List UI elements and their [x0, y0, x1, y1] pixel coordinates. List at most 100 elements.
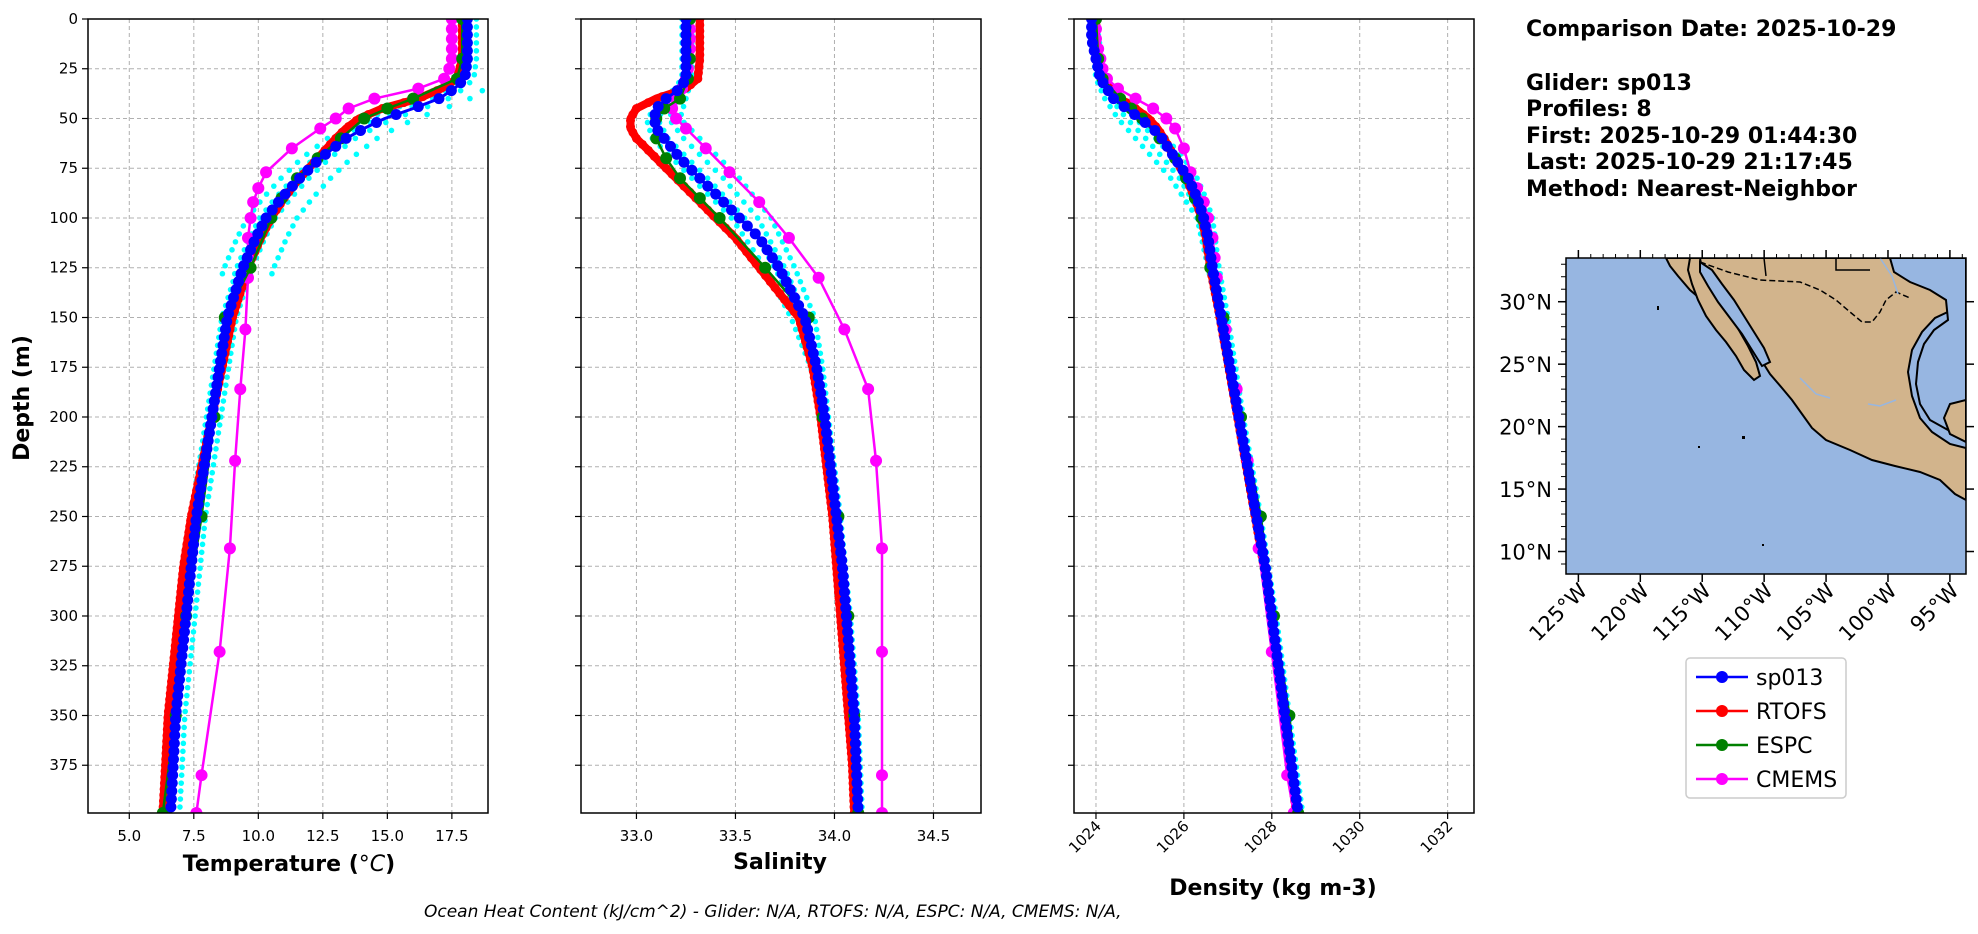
- point-sp013: [832, 522, 844, 534]
- x-tick-label: 33.5: [719, 827, 752, 845]
- point-sp013: [680, 37, 692, 49]
- point-sp013: [170, 706, 182, 718]
- glider-raw-point: [179, 764, 185, 771]
- glider-raw-point: [704, 191, 711, 197]
- glider-raw-point: [473, 40, 480, 46]
- glider-raw-point: [198, 557, 204, 564]
- x-tick-label: 12.5: [306, 827, 339, 845]
- glider-raw-point: [776, 254, 783, 261]
- point-rtofs: [637, 139, 647, 149]
- point-cmems: [223, 542, 236, 555]
- point-sp013: [412, 101, 424, 113]
- legend-label-sp013: sp013: [1756, 666, 1823, 691]
- point-cmems: [445, 19, 458, 25]
- point-cmems: [1147, 102, 1160, 115]
- glider-raw-point: [727, 183, 733, 189]
- point-rtofs: [693, 74, 703, 84]
- point-sp013: [1118, 101, 1130, 113]
- point-cmems: [412, 82, 425, 95]
- map-river: [1879, 258, 1899, 295]
- glider-raw-point: [282, 239, 288, 245]
- point-sp013: [180, 610, 192, 622]
- glider-raw-point: [1156, 151, 1163, 158]
- y-tick-label: 225: [49, 458, 78, 476]
- point-sp013: [733, 212, 745, 224]
- glider-raw-point: [300, 207, 307, 213]
- glider-raw-point: [1210, 223, 1217, 229]
- point-sp013: [844, 650, 856, 662]
- glider-raw-point: [741, 199, 747, 205]
- glider-raw-point: [327, 175, 334, 181]
- glider-raw-point: [344, 159, 350, 166]
- glider-raw-point: [271, 262, 278, 269]
- point-espc: [759, 261, 772, 274]
- glider-raw-point: [271, 183, 277, 189]
- point-sp013: [187, 546, 199, 558]
- glider-raw-point: [712, 199, 719, 205]
- glider-raw-point: [298, 183, 305, 189]
- point-sp013: [179, 618, 191, 630]
- glider-raw-point: [314, 167, 320, 174]
- glider-raw-point: [179, 756, 186, 763]
- point-sp013: [835, 546, 847, 558]
- glider-raw-point: [1132, 135, 1139, 142]
- density-axis-label: Density (kg m-3): [1169, 876, 1377, 901]
- glider-raw-point: [789, 318, 796, 325]
- point-sp013: [168, 745, 180, 757]
- legend-label-espc: ESPC: [1756, 734, 1813, 759]
- point-sp013: [837, 570, 849, 582]
- glider-raw-point: [720, 207, 727, 213]
- glider-raw-point: [712, 167, 719, 174]
- glider-raw-point: [353, 151, 360, 158]
- density-panel: 1024 1026 1028 1030 1032: [1065, 18, 1475, 857]
- glider-raw-point: [704, 175, 711, 181]
- glider-raw-point: [696, 167, 703, 174]
- legend-label-cmems: CMEMS: [1756, 768, 1837, 793]
- point-sp013: [702, 180, 714, 192]
- point-sp013: [188, 530, 200, 542]
- point-sp013: [678, 77, 690, 89]
- point-sp013: [850, 753, 862, 765]
- glider-raw-point: [1189, 207, 1195, 213]
- point-rtofs: [649, 151, 659, 161]
- point-sp013: [828, 491, 840, 503]
- legend: sp013 RTOFS ESPC CMEMS: [1685, 657, 1847, 799]
- point-sp013: [846, 682, 858, 694]
- point-cmems: [1129, 92, 1142, 105]
- x-tick-label: 33.0: [620, 827, 653, 845]
- glider-raw-point: [178, 772, 185, 778]
- point-cmems: [875, 769, 888, 782]
- glider-raw-point: [680, 135, 687, 142]
- point-sp013: [181, 602, 193, 614]
- first-time: First: 2025-10-29 01:44:30: [1526, 124, 1857, 149]
- glider-raw-point: [813, 326, 820, 333]
- glider-raw-point: [367, 127, 373, 134]
- glider-raw-point: [754, 215, 761, 221]
- point-sp013: [849, 729, 861, 741]
- point-sp013: [1086, 21, 1098, 33]
- point-sp013: [848, 706, 860, 718]
- glider-raw-point: [193, 605, 199, 611]
- point-sp013: [433, 93, 445, 105]
- point-sp013: [461, 29, 473, 41]
- glider-raw-point: [188, 645, 195, 651]
- glider-raw-point: [322, 159, 329, 166]
- point-cmems: [812, 271, 825, 284]
- point-cmems: [244, 211, 257, 224]
- glider-raw-point: [177, 804, 183, 810]
- glider-raw-point: [467, 95, 473, 102]
- point-sp013: [445, 85, 457, 97]
- comparison-date: Comparison Date: 2025-10-29: [1526, 17, 1896, 42]
- glider-raw-point: [803, 294, 810, 301]
- point-sp013: [843, 642, 855, 654]
- glider-raw-point: [473, 32, 480, 38]
- glider-raw-point: [1173, 183, 1179, 189]
- glider-raw-point: [187, 660, 193, 667]
- point-cmems: [699, 142, 712, 155]
- glider-raw-point: [1125, 127, 1132, 134]
- glider-raw-point: [747, 207, 754, 213]
- point-sp013: [836, 554, 848, 566]
- point-sp013: [167, 753, 179, 765]
- glider-raw-point: [275, 254, 281, 261]
- point-sp013: [173, 682, 185, 694]
